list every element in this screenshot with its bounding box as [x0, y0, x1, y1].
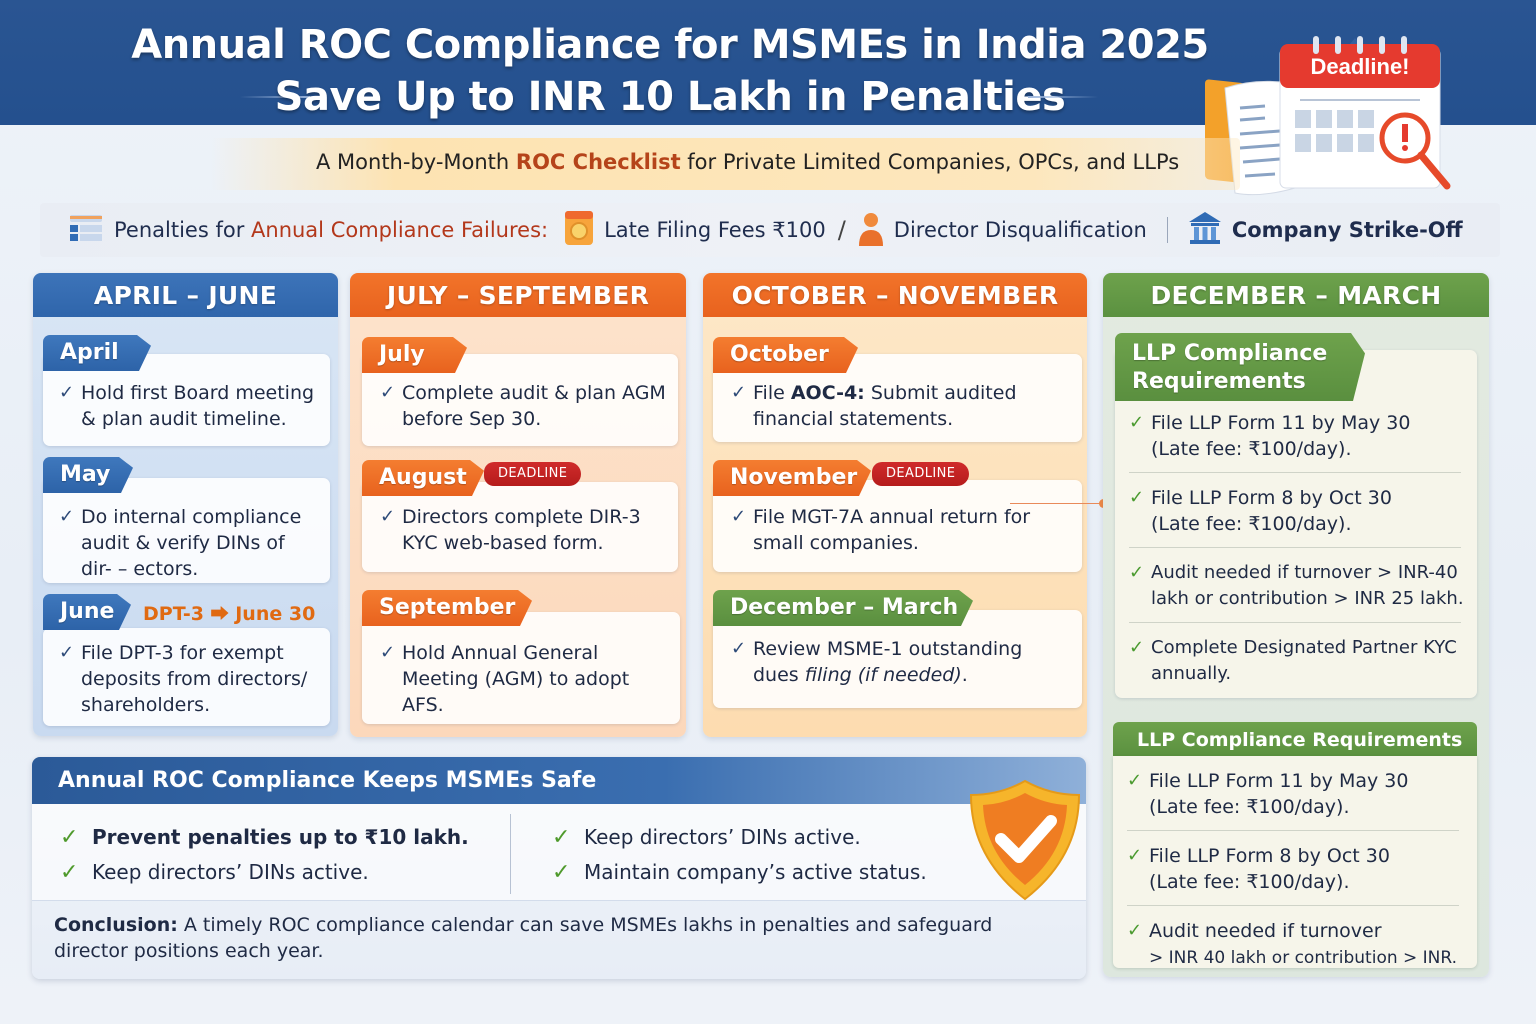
benefits-box: Annual ROC Compliance Keeps MSMEs Safe ✓… — [32, 757, 1086, 979]
check-icon: ✓ — [731, 506, 747, 527]
page-subheadline: Save Up to INR 10 Lakh in Penalties — [274, 74, 1066, 120]
connector-line — [1010, 503, 1103, 504]
penalty-item-director-disqualification: Director Disqualification — [893, 218, 1147, 242]
subtitle-band — [210, 138, 1240, 190]
month-tab-june: June — [43, 594, 131, 630]
llp-item: ✓ Audit needed if turnover > INR-40 lakh o… — [1129, 562, 1464, 609]
fee-coin-icon — [564, 209, 594, 252]
divider — [1129, 547, 1461, 548]
llp-item: ✓ File LLP Form 11 by May 30 (Late fee: ₹1… — [1129, 412, 1411, 460]
column-title: JULY – SEPTEMBER — [350, 273, 686, 317]
month-tab-november: November — [713, 460, 871, 496]
title-rule-right — [1028, 96, 1098, 98]
check-icon: ✓ — [380, 382, 396, 403]
month-tab-september: September — [362, 590, 532, 626]
deadline-badge: DEADLINE — [872, 462, 970, 486]
llp-box-2-title: LLP Compliance Requirements — [1113, 722, 1477, 756]
separator-slash: / — [837, 216, 846, 244]
check-icon: ✓ — [1129, 412, 1145, 433]
check-icon: ✓ — [60, 825, 79, 850]
subtitle-suffix: for Private Limited Companies, OPCs, and… — [680, 150, 1180, 174]
llp-item: ✓ Complete Designated Partner KYC annually… — [1129, 637, 1457, 684]
check-icon: ✓ — [59, 642, 75, 663]
arrow-right-icon: ⮕ — [210, 604, 229, 625]
divider — [1129, 622, 1461, 623]
calendar-magnifier-icon: Deadline! — [1195, 28, 1525, 198]
month-tab-august: August — [362, 460, 484, 496]
penalties-label: Penalties for Annual Compliance Failures… — [114, 218, 549, 242]
check-icon: ✓ — [1127, 845, 1143, 866]
check-icon: ✓ — [731, 638, 747, 659]
check-icon: ✓ — [380, 642, 396, 663]
month-card-june: ✓ File DPT-3 for exempt deposits from dir… — [43, 628, 330, 726]
column-title: OCTOBER – NOVEMBER — [703, 273, 1087, 317]
check-icon: ✓ — [380, 506, 396, 527]
subtitle-prefix: A Month-by-Month — [316, 150, 516, 174]
month-tab-july: July — [362, 337, 467, 373]
conclusion-text: Conclusion: A timely ROC compliance cale… — [54, 914, 993, 962]
check-icon: ✓ — [59, 506, 75, 527]
penalties-strip: Penalties for Annual Compliance Failures… — [40, 203, 1500, 257]
llp-box-2: ✓ File LLP Form 11 by May 30 (Late fee: ₹1… — [1113, 756, 1477, 968]
llp-item: ✓ File LLP Form 8 by Oct 30 (Late fee: ₹10… — [1127, 845, 1390, 893]
llp-item: ✓ File LLP Form 11 by May 30 (Late fee: ₹1… — [1127, 770, 1409, 818]
check-icon: ✓ — [59, 382, 75, 403]
month-card-august: ✓ Directors complete DIR-3 KYC web-based … — [362, 482, 678, 572]
month-card-may: ✓ Do internal compliance audit & verify D… — [43, 478, 330, 583]
penalty-item-strike-off: Company Strike-Off — [1231, 218, 1463, 242]
column-title: APRIL – JUNE — [33, 273, 338, 317]
benefits-right: ✓ Keep directors’ DINs active. ✓ Maintain … — [552, 820, 927, 890]
benefits-title: Annual ROC Compliance Keeps MSMEs Safe — [32, 757, 1086, 804]
document-list-icon — [68, 213, 104, 248]
page-title: Annual ROC Compliance for MSMEs in India… — [131, 22, 1209, 68]
shield-check-icon — [965, 777, 1085, 902]
check-icon: ✓ — [552, 825, 571, 850]
divider — [1127, 830, 1459, 831]
subtitle-highlight: ROC Checklist — [515, 150, 681, 174]
director-person-icon — [858, 209, 884, 252]
check-icon: ✓ — [552, 860, 571, 885]
month-tab-december-march: December – March — [713, 590, 973, 626]
check-icon: ✓ — [1127, 770, 1143, 791]
deadline-badge: DEADLINE — [484, 462, 582, 486]
check-icon: ✓ — [1129, 562, 1145, 583]
separator-bar — [1166, 217, 1168, 243]
month-card-december-march: ✓ Review MSME-1 outstanding dues filing (… — [713, 610, 1082, 708]
llp-section-tab: LLP Compliance Requirements — [1115, 333, 1365, 401]
month-card-september: ✓ Hold Annual General Meeting (AGM) to ad… — [362, 612, 680, 724]
month-tab-october: October — [713, 337, 858, 373]
check-icon: ✓ — [1127, 920, 1143, 941]
llp-requirements-card: ✓ File LLP Form 11 by May 30 (Late fee: ₹1… — [1115, 350, 1477, 698]
llp-item: ✓ Audit needed if turnover > INR 40 lakh o… — [1127, 920, 1458, 968]
check-icon: ✓ — [1129, 637, 1145, 658]
divider — [510, 814, 511, 894]
benefits-left: ✓ Prevent penalties up to ₹10 lakh. ✓ Keep… — [60, 820, 469, 890]
divider — [1127, 905, 1459, 906]
month-tab-april: April — [43, 335, 151, 371]
llp-item: ✓ File LLP Form 8 by Oct 30 (Late fee: ₹10… — [1129, 487, 1392, 535]
check-icon: ✓ — [60, 860, 79, 885]
divider — [1129, 472, 1461, 473]
dpt3-callout: DPT-3 ⮕ June 30 — [143, 603, 316, 625]
subtitle: A Month-by-Month ROC Checklist for Priva… — [316, 150, 1179, 174]
month-tab-may: May — [43, 457, 133, 493]
bank-building-icon — [1188, 210, 1222, 251]
title-rule-left — [240, 96, 310, 98]
check-icon: ✓ — [731, 382, 747, 403]
penalty-item-late-fees: Late Filing Fees ₹100 — [604, 218, 826, 242]
svg-text:Deadline!: Deadline! — [1310, 54, 1409, 79]
column-title: DECEMBER – MARCH — [1103, 273, 1489, 317]
check-icon: ✓ — [1129, 487, 1145, 508]
month-card-april: ✓ Hold first Board meeting & plan audit t… — [43, 354, 330, 446]
month-card-october: ✓ File AOC-4: Submit audited financial st… — [713, 354, 1082, 442]
